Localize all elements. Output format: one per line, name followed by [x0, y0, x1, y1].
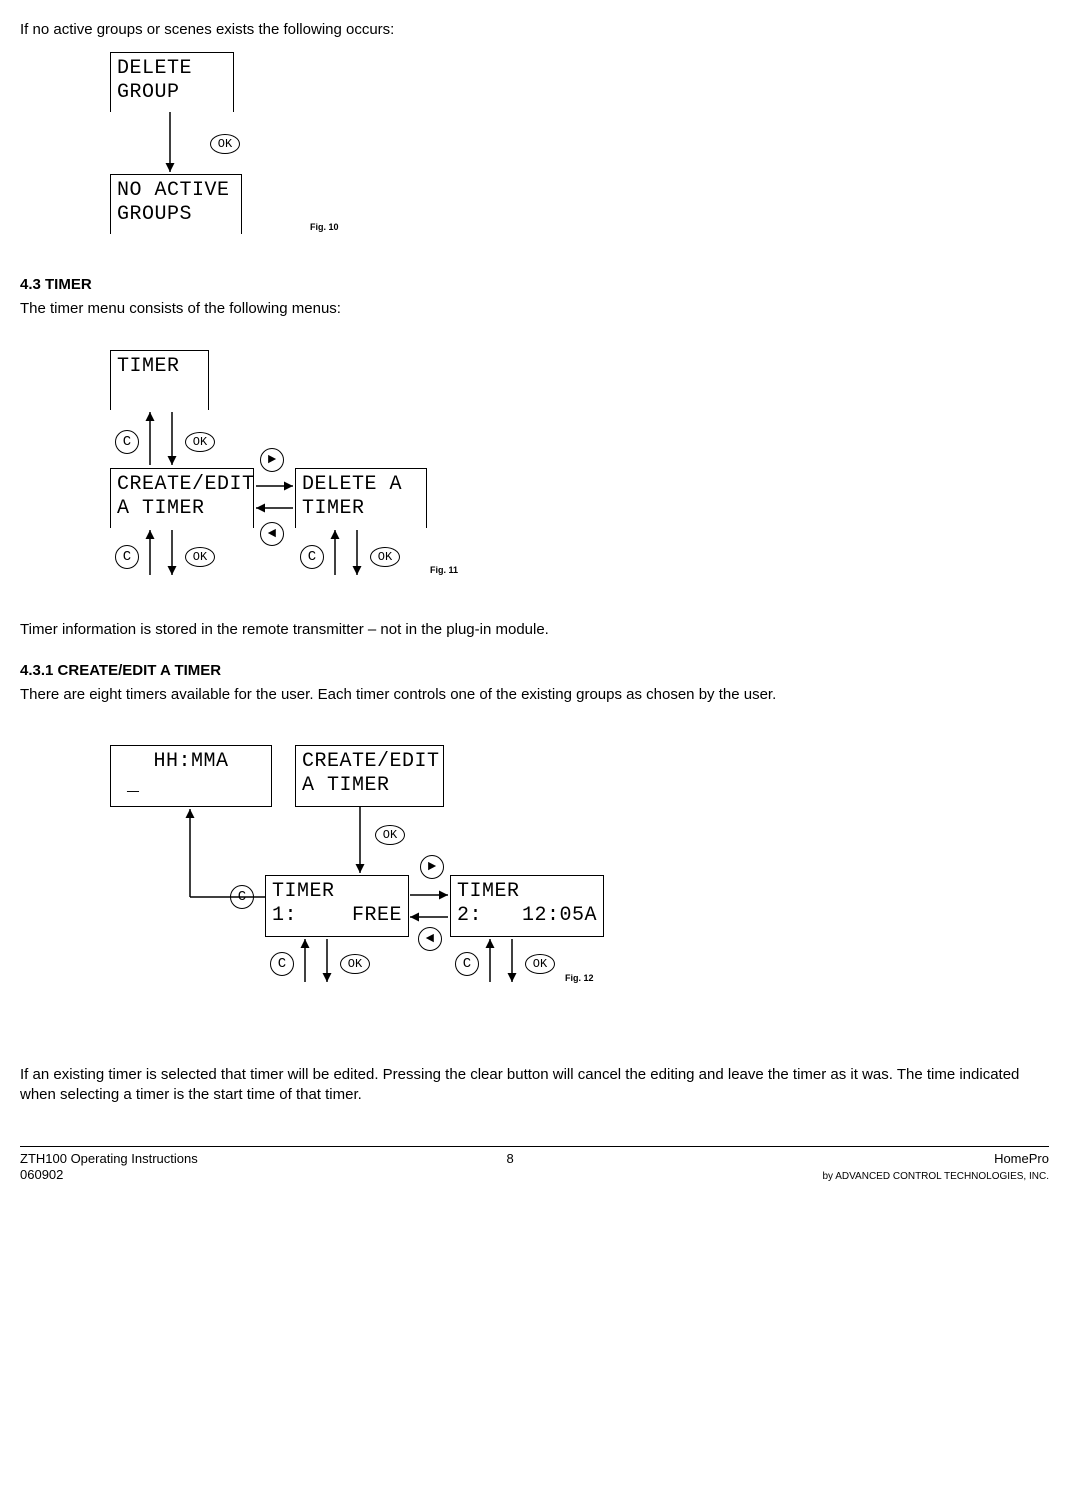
ok-button-fig11-2: OK: [185, 547, 215, 567]
fig11-timer-label: TIMER: [117, 355, 180, 378]
section-4-3-intro: The timer menu consists of the following…: [20, 299, 1049, 319]
page-footer: ZTH100 Operating Instructions 060902 8 H…: [20, 1146, 1049, 1185]
ok-button-fig12-top: OK: [375, 825, 405, 845]
footer-left-line2: 060902: [20, 1167, 63, 1182]
fig10-box1-line2: GROUP: [117, 81, 180, 104]
fig12-hhmm-line1: HH:MMA: [153, 750, 228, 773]
fig11-create-line1: CREATE/EDIT: [117, 473, 255, 496]
fig12-timer2-line1: TIMER: [457, 880, 520, 903]
fig12-caption: Fig. 12: [565, 973, 615, 983]
figure-10: DELETE GROUP OK NO ACTIVE GROUPS Fig. 10: [110, 52, 1049, 262]
right-arrow-icon-fig11: ►: [260, 448, 284, 472]
fig11-delete-line1: DELETE A: [302, 473, 402, 496]
figure-11: TIMER C OK ► CREATE/EDIT A TIMER DELETE …: [110, 350, 1049, 595]
fig12-timer1-line2a: 1:: [272, 904, 297, 928]
fig11-caption: Fig. 11: [430, 565, 480, 575]
fig12-timer2-line2b: 12:05A: [522, 904, 597, 928]
fig11-delete-line2: TIMER: [302, 497, 365, 520]
fig11-create-line2: A TIMER: [117, 497, 205, 520]
ok-button-fig10: OK: [210, 134, 240, 154]
fig12-hhmm-line2: _: [117, 774, 275, 798]
fig10-caption: Fig. 10: [310, 222, 360, 232]
ok-button-fig12-t2: OK: [525, 954, 555, 974]
existing-timer-para: If an existing timer is selected that ti…: [20, 1065, 1049, 1106]
fig12-timer1-line2b: FREE: [352, 904, 402, 928]
fig12-create-line1: CREATE/EDIT: [302, 750, 440, 773]
fig12-timer2-line2a: 2:: [457, 904, 482, 928]
footer-left-line1: ZTH100 Operating Instructions: [20, 1151, 198, 1166]
c-button-fig12-t1: C: [270, 952, 294, 976]
section-4-3-1-heading: 4.3.1 CREATE/EDIT A TIMER: [20, 662, 1049, 679]
footer-right: HomePro by ADVANCED CONTROL TECHNOLOGIES…: [822, 1151, 1049, 1185]
c-button-fig11-2: C: [115, 545, 139, 569]
footer-left: ZTH100 Operating Instructions 060902: [20, 1151, 198, 1185]
intro-text: If no active groups or scenes exists the…: [20, 20, 1049, 40]
figure-12: HH:MMA _ CREATE/EDIT A TIMER OK C ►: [110, 745, 1049, 1015]
footer-right-line2: by ADVANCED CONTROL TECHNOLOGIES, INC.: [822, 1171, 1049, 1182]
c-button-fig12-t2: C: [455, 952, 479, 976]
left-arrow-icon-fig12: ◄: [418, 927, 442, 951]
fig10-box2-line1: NO ACTIVE: [117, 179, 230, 202]
timer-info-para: Timer information is stored in the remot…: [20, 620, 1049, 640]
fig12-create-line2: A TIMER: [302, 774, 390, 797]
ok-button-fig12-t1: OK: [340, 954, 370, 974]
footer-center: 8: [506, 1151, 513, 1185]
fig12-timer1-line1: TIMER: [272, 880, 335, 903]
c-button-fig11-3: C: [300, 545, 324, 569]
section-4-3-heading: 4.3 TIMER: [20, 276, 1049, 293]
fig10-box1-line1: DELETE: [117, 57, 192, 80]
ok-button-fig11-1: OK: [185, 432, 215, 452]
ok-button-fig11-3: OK: [370, 547, 400, 567]
footer-right-line1: HomePro: [994, 1151, 1049, 1166]
section-4-3-1-intro: There are eight timers available for the…: [20, 685, 1049, 705]
fig10-box2-line2: GROUPS: [117, 203, 192, 226]
left-arrow-icon-fig11: ◄: [260, 522, 284, 546]
c-button-fig11-1: C: [115, 430, 139, 454]
